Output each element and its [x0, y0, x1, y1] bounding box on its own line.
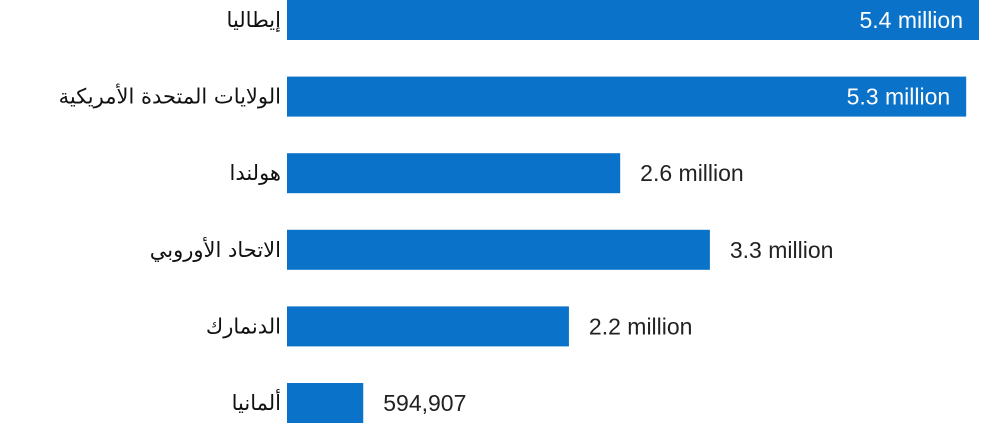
data-label: 594,907	[383, 390, 466, 416]
data-label: 2.6 million	[640, 160, 744, 186]
data-label: 3.3 million	[730, 237, 834, 263]
bar	[287, 306, 569, 347]
bar	[287, 0, 979, 40]
category-label: الولايات المتحدة الأمريكية	[59, 84, 281, 109]
category-label: الاتحاد الأوروبي	[150, 237, 281, 262]
bar	[287, 383, 364, 423]
category-label: ألمانيا	[232, 389, 281, 415]
bar	[287, 229, 710, 270]
bar	[287, 76, 967, 117]
data-label: 5.3 million	[847, 84, 951, 110]
category-label: هولندا	[229, 161, 281, 185]
category-label: الدنمارك	[206, 314, 281, 338]
category-label: إيطاليا	[227, 8, 281, 33]
bar	[287, 153, 621, 194]
data-label: 5.4 million	[859, 7, 963, 33]
data-label: 2.2 million	[589, 313, 693, 339]
